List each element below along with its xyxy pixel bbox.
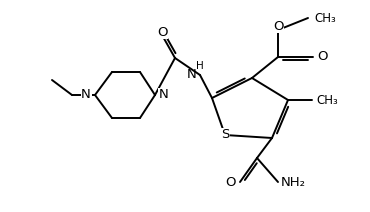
- Text: N: N: [81, 88, 91, 102]
- Text: O: O: [157, 25, 167, 39]
- Text: O: O: [225, 176, 236, 188]
- Text: N: N: [186, 67, 196, 81]
- Text: NH₂: NH₂: [281, 176, 306, 188]
- Text: N: N: [159, 88, 169, 102]
- Text: H: H: [196, 61, 204, 71]
- Text: S: S: [221, 128, 229, 141]
- Text: O: O: [317, 50, 327, 64]
- Text: CH₃: CH₃: [316, 93, 338, 106]
- Text: CH₃: CH₃: [314, 11, 336, 25]
- Text: O: O: [273, 20, 283, 32]
